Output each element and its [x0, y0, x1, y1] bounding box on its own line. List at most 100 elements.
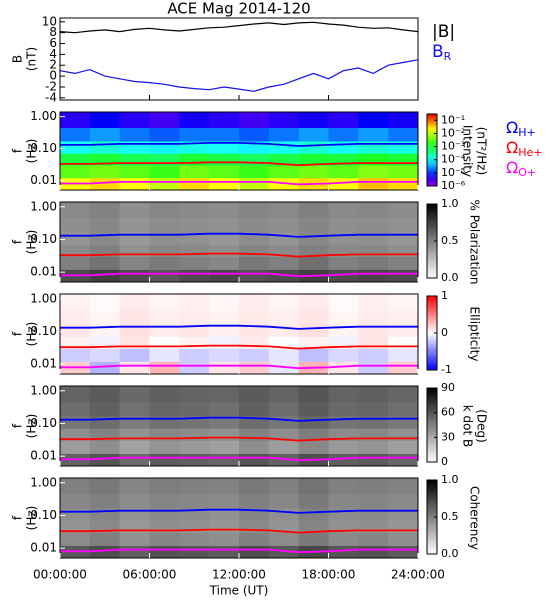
- heatmap-cell: [89, 269, 120, 283]
- series-line: [60, 548, 418, 554]
- heatmap-cell: [209, 153, 240, 166]
- heatmap-cell: [298, 440, 329, 454]
- x-axis-label: Time (UT): [209, 584, 269, 598]
- y-axis-label: (Hz): [25, 322, 39, 347]
- heatmap-cell: [268, 244, 299, 257]
- heatmap-cell: [358, 440, 389, 454]
- colorbar-tick-label: 10⁻¹: [441, 113, 465, 126]
- heatmap-cell: [298, 310, 329, 325]
- colorbar-label: % Polarization: [468, 200, 482, 285]
- heatmap-cell: [298, 348, 329, 362]
- heatmap-cell: [209, 244, 240, 257]
- heatmap-cell: [119, 532, 150, 546]
- legend-subscript: H+: [518, 126, 536, 139]
- heatmap-cell: [358, 127, 389, 142]
- colorbar-tick-label: 30: [441, 430, 455, 443]
- colorbar-tick-label: 0: [441, 455, 448, 468]
- heatmap-cell: [268, 415, 299, 429]
- colorbar-tick-label: 1: [441, 289, 448, 302]
- heatmap-cell: [328, 361, 359, 375]
- legend-subscript: O+: [518, 166, 536, 179]
- y-tick-label: 1.00: [30, 475, 57, 489]
- heatmap-cell: [149, 112, 180, 129]
- heatmap-cell: [209, 507, 240, 521]
- heatmap-cell: [239, 269, 270, 283]
- heatmap-cell: [179, 453, 210, 467]
- heatmap-cell: [358, 269, 389, 283]
- heatmap-cell: [358, 478, 389, 495]
- heatmap-cell: [268, 532, 299, 546]
- y-tick-label: 1.00: [30, 383, 57, 397]
- heatmap-cell: [149, 386, 180, 403]
- x-tick-label: 18:00:00: [302, 568, 356, 582]
- heatmap-cell: [60, 386, 91, 403]
- heatmap-cell: [298, 112, 329, 129]
- heatmap-cell: [388, 310, 419, 325]
- heatmap-cell: [328, 402, 359, 417]
- legend-entry: ΩH+: [506, 118, 536, 140]
- heatmap-cell: [209, 348, 240, 362]
- heatmap-cell: [89, 545, 120, 559]
- heatmap-cell: [328, 218, 359, 233]
- heatmap-cell: [119, 127, 150, 142]
- series-line: [60, 364, 418, 370]
- legend-entry: BR: [432, 42, 452, 63]
- heatmap-cell: [149, 177, 180, 191]
- y-tick-label: -2: [45, 79, 57, 93]
- heatmap-cell: [149, 165, 180, 179]
- heatmap-cell: [239, 386, 270, 403]
- heatmap-cell: [268, 231, 299, 245]
- series-line: [59, 59, 419, 92]
- heatmap-cell: [119, 478, 150, 495]
- heatmap-cell: [119, 348, 150, 362]
- heatmap-cell: [179, 440, 210, 454]
- colorbar-tick-label: 0.0: [441, 547, 459, 560]
- heatmap-cell: [89, 440, 120, 454]
- heatmap-cell: [298, 323, 329, 337]
- heatmap-cell: [239, 256, 270, 270]
- heatmap-cell: [388, 402, 419, 417]
- y-tick-label: -4: [45, 90, 57, 104]
- heatmap-cell: [179, 294, 210, 311]
- y-tick-label: 0.10: [30, 324, 57, 338]
- heatmap-cell: [298, 153, 329, 166]
- heatmap-cell: [298, 428, 329, 441]
- heatmap-cell: [358, 532, 389, 546]
- legend-name: B: [432, 42, 444, 62]
- heatmap-cell: [268, 153, 299, 166]
- heatmap-cell: [149, 256, 180, 270]
- colorbar-label: k dot B: [461, 405, 475, 447]
- heatmap-cell: [388, 361, 419, 375]
- heatmap-cell: [119, 545, 150, 559]
- heatmap-cell: [358, 361, 389, 375]
- heatmap-cell: [89, 231, 120, 245]
- heatmap-cell: [388, 112, 419, 129]
- legend-entry: |B|: [432, 22, 455, 42]
- heatmap-cell: [209, 141, 240, 154]
- heatmap-cell: [298, 532, 329, 546]
- heatmap-cell: [209, 440, 240, 454]
- heatmap-cell: [209, 532, 240, 546]
- heatmap-cell: [179, 494, 210, 509]
- heatmap-cell: [119, 361, 150, 375]
- heatmap-cell: [119, 402, 150, 417]
- x-tick-label: 24:00:00: [391, 568, 445, 582]
- heatmap-cell: [119, 112, 150, 129]
- heatmap-cell: [89, 361, 120, 375]
- y-tick-label: 0.10: [30, 141, 57, 155]
- heatmap-cell: [268, 478, 299, 495]
- y-axis-label: (Hz): [25, 139, 39, 164]
- heatmap-cell: [239, 478, 270, 495]
- heatmap-cell: [89, 386, 120, 403]
- heatmap-cell: [89, 256, 120, 270]
- x-tick-label: 12:00:00: [212, 568, 266, 582]
- heatmap-cell: [119, 386, 150, 403]
- heatmap-cell: [179, 348, 210, 362]
- y-tick-label: 0.01: [30, 265, 57, 279]
- heatmap-cell: [388, 202, 419, 219]
- colorbar-tick-label: 60: [441, 406, 455, 419]
- y-tick-label: 0.10: [30, 508, 57, 522]
- heatmap-cell: [298, 141, 329, 154]
- series-line: [60, 252, 418, 258]
- heatmap-cell: [179, 478, 210, 495]
